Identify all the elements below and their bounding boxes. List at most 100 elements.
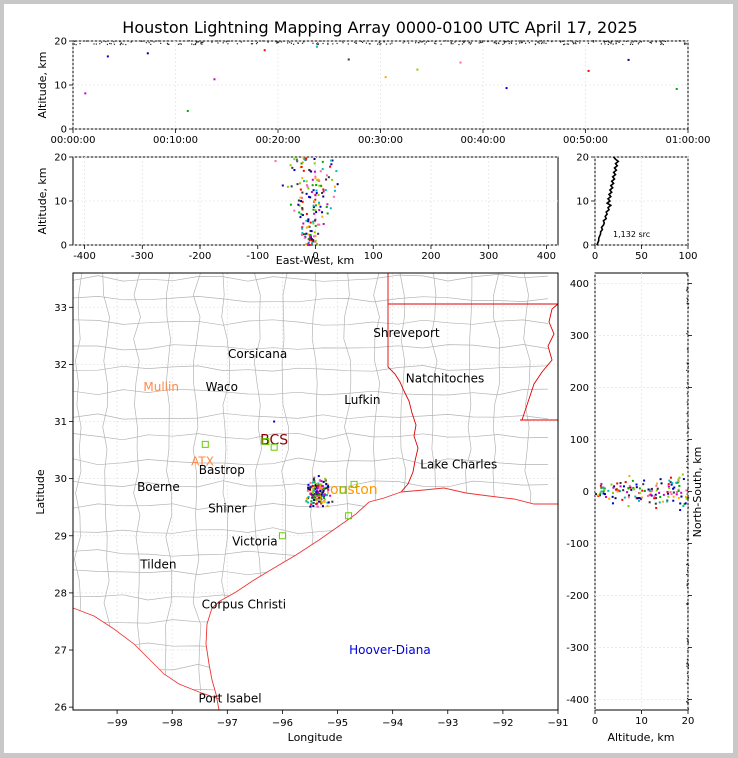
north-south-point <box>672 495 675 498</box>
east-west-point <box>316 223 319 226</box>
north-south-point <box>670 493 673 496</box>
east-west-point <box>313 162 316 165</box>
county-line <box>192 273 202 692</box>
altitude-time-ytick-label: 20 <box>54 37 67 48</box>
east-west-point <box>301 177 304 180</box>
altitude-time-point <box>213 78 216 81</box>
north-south-point <box>686 603 688 606</box>
altitude-time-point <box>290 42 293 44</box>
altitude-time-point <box>440 43 442 45</box>
north-south-point <box>675 491 678 494</box>
north-south-point <box>654 502 657 505</box>
city-label: Hoover-Diana <box>349 643 431 657</box>
north-south-point <box>687 427 690 429</box>
north-south-point <box>619 490 622 493</box>
plan-view-point <box>307 487 310 490</box>
east-west-point <box>310 237 313 240</box>
altitude-time-point <box>655 41 657 43</box>
east-west-point <box>274 160 277 163</box>
plan-view-point <box>326 501 329 504</box>
altitude-time-point <box>342 42 344 44</box>
east-west-point <box>307 187 310 190</box>
plan-view-point <box>314 493 317 496</box>
north-south-point <box>687 630 689 632</box>
east-west-point <box>307 238 310 241</box>
north-south-point <box>599 484 602 487</box>
altitude-time-point <box>505 87 508 90</box>
plan-view-point <box>317 491 320 494</box>
altitude-time-point <box>470 42 472 44</box>
north-south-point <box>677 497 680 500</box>
east-west-point <box>296 183 299 186</box>
east-west-point <box>314 175 317 178</box>
east-west-point <box>309 229 312 232</box>
east-west-point <box>320 184 323 187</box>
east-west-point <box>291 166 294 169</box>
east-west-xtick-label: -100 <box>246 251 269 262</box>
altitude-time-point <box>510 41 512 43</box>
east-west-point <box>316 179 319 182</box>
plan-view-point <box>331 500 334 503</box>
altitude-time-point <box>283 40 286 42</box>
north-south-point <box>687 522 690 524</box>
altitude-time-point <box>612 43 614 45</box>
east-west-point <box>289 164 292 167</box>
north-south-point <box>603 493 606 496</box>
altitude-time-point <box>574 42 577 44</box>
altitude-time-point <box>521 40 523 42</box>
altitude-time-point <box>560 41 562 43</box>
north-south-point <box>687 649 689 652</box>
north-south-point <box>672 491 675 494</box>
east-west-point <box>308 243 311 246</box>
altitude-time-point <box>567 43 570 45</box>
altitude-time-point <box>320 40 322 42</box>
altitude-time-ylabel: Altitude, km <box>36 51 49 118</box>
altitude-time-point <box>166 42 169 45</box>
altitude-time-point <box>605 40 607 42</box>
east-west-point <box>321 191 324 194</box>
plan-view-point <box>311 481 314 484</box>
north-south-point <box>686 701 688 703</box>
east-west-point <box>330 163 333 166</box>
east-west-point <box>297 203 300 206</box>
plan-view-point <box>307 486 310 489</box>
latitude-tick-label: 28 <box>54 588 67 599</box>
east-west-point <box>299 188 302 191</box>
north-south-point <box>677 488 680 491</box>
altitude-time-point <box>106 55 109 58</box>
east-west-point <box>315 192 318 195</box>
north-south-point <box>648 501 651 504</box>
north-south-point <box>599 492 602 495</box>
altitude-time-point <box>408 42 410 44</box>
north-south-point <box>597 494 600 497</box>
altitude-time-point <box>250 43 253 45</box>
north-south-point <box>649 493 652 496</box>
county-line <box>73 432 549 441</box>
altitude-time-point <box>315 45 318 48</box>
north-south-point <box>687 334 689 336</box>
east-west-point <box>307 243 310 246</box>
north-south-point <box>658 491 661 494</box>
altitude-time-point <box>675 87 678 90</box>
lma-station-marker <box>345 512 353 520</box>
north-south-point <box>687 603 689 605</box>
north-south-point <box>687 449 689 451</box>
east-west-point <box>298 211 301 214</box>
plan-view-point <box>317 475 320 478</box>
longitude-tick-label: −98 <box>162 718 183 729</box>
plan-view-point <box>317 482 320 485</box>
east-west-point <box>313 219 316 222</box>
city-label: Natchitoches <box>406 372 484 386</box>
altitude-time-point <box>365 42 367 44</box>
north-south-point <box>668 479 671 482</box>
east-west-point <box>312 239 315 242</box>
plan-view-point <box>312 489 315 492</box>
north-south-point <box>608 497 611 500</box>
east-west-point <box>314 204 317 207</box>
plan-view-point <box>315 498 318 501</box>
altitude-time-point <box>191 43 193 45</box>
altitude-time-point <box>592 41 595 43</box>
altitude-time-point <box>546 40 549 42</box>
north-south-point <box>686 466 688 468</box>
north-south-point <box>672 499 675 502</box>
